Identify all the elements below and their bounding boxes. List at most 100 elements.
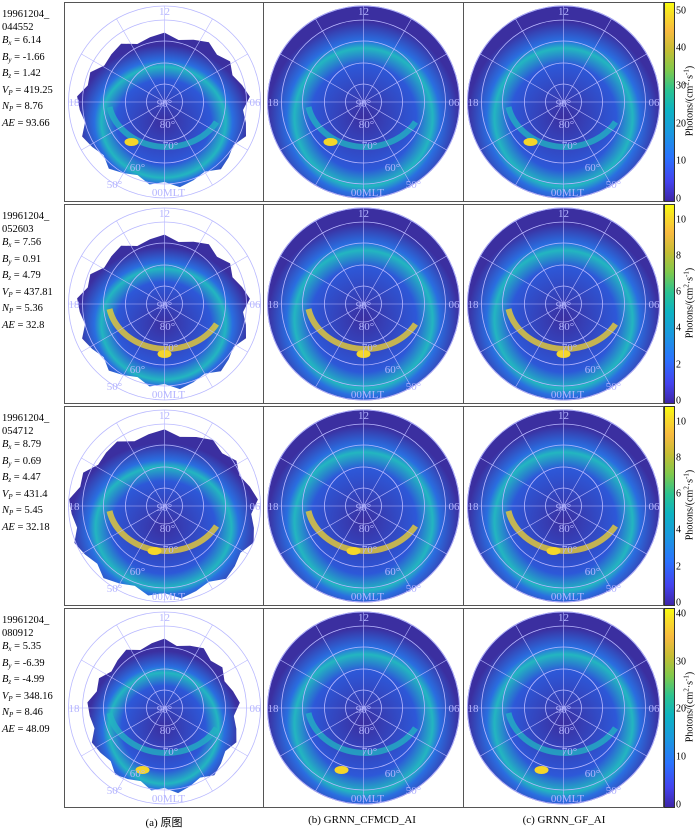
polar-label-lat60: 60° <box>385 364 400 376</box>
mlt-spoke <box>363 303 412 388</box>
mlt-spoke <box>280 659 364 709</box>
colorbar-tick-label: 4 <box>676 322 681 334</box>
polar-label-right: 06 <box>250 97 262 109</box>
param-bx: Bx = 6.14 <box>2 35 42 47</box>
mlt-spoke <box>164 659 248 709</box>
colorbar-tick-label: 6 <box>676 286 681 298</box>
mlt-spoke <box>563 659 647 709</box>
polar-label-right: 06 <box>449 703 461 715</box>
mlt-spoke <box>515 18 564 103</box>
polar-label-lat80: 80° <box>160 119 175 131</box>
mlt-spoke <box>363 707 447 757</box>
polar-label-lat90: 90° <box>356 98 371 110</box>
panel-grnn-gf: 12 18 06 00MLT 90° 80° 70° 60° 50° <box>463 608 664 808</box>
polar-label-bottom: 00MLT <box>351 793 384 805</box>
mlt-spoke <box>480 101 564 151</box>
polar-label-left: 18 <box>268 97 280 109</box>
colorbar <box>664 204 675 404</box>
param-by: By = -6.39 <box>2 657 45 670</box>
polar-label-lat70: 70° <box>362 342 377 354</box>
polar-label-lat90: 90° <box>157 300 172 312</box>
event-id: 19961204_ 044552 <box>2 9 50 33</box>
polar-label-bottom: 00MLT <box>152 187 185 199</box>
mlt-spoke <box>563 303 647 353</box>
param-bx: Bx = 7.56 <box>2 237 42 249</box>
mlt-spoke <box>363 101 412 186</box>
mlt-spoke <box>515 101 564 186</box>
polar-label-bottom: 00MLT <box>152 389 185 401</box>
polar-label-top: 12 <box>558 612 569 624</box>
polar-label-lat60: 60° <box>585 566 600 578</box>
polar-label-top: 12 <box>358 208 369 220</box>
param-by: By = 0.69 <box>2 455 42 468</box>
auroral-oval <box>106 106 219 150</box>
polar-label-left: 18 <box>468 703 480 715</box>
mlt-spoke <box>280 101 364 151</box>
mlt-spoke <box>164 255 248 305</box>
mlt-spoke <box>315 422 364 507</box>
param-vp: VP = 348.16 <box>2 690 53 703</box>
colorbar-tick-label: 2 <box>676 359 681 371</box>
emission-peak <box>534 766 549 774</box>
mlt-spoke <box>563 101 612 186</box>
polar-label-top: 12 <box>558 208 569 220</box>
mlt-spoke <box>363 255 447 305</box>
polar-label-lat70: 70° <box>163 342 178 354</box>
mlt-spoke <box>563 505 612 590</box>
polar-label-lat50: 50° <box>406 179 421 191</box>
polar-label-right: 06 <box>649 501 661 513</box>
polar-label-right: 06 <box>250 299 262 311</box>
aurora-image <box>77 234 250 390</box>
mlt-spoke <box>164 53 248 103</box>
colorbar-tick-label: 50 <box>676 5 686 17</box>
colorbar-tick-label: 20 <box>676 703 686 715</box>
event-parameters: 19961204_ 044552 Bx = 6.14 By = -1.66 Bz = 1… <box>2 8 62 132</box>
polar-label-lat50: 50° <box>107 381 122 393</box>
mlt-spoke <box>280 255 364 305</box>
polar-label-lat60: 60° <box>585 162 600 174</box>
param-bx: Bx = 5.35 <box>2 641 42 653</box>
param-bz: Bz = 1.42 <box>2 68 41 81</box>
mlt-spoke <box>363 303 447 353</box>
polar-label-top: 12 <box>558 6 569 18</box>
colorbar-unit-label: Photons/(cm2·s-1) <box>682 469 696 541</box>
mlt-spoke <box>363 457 447 507</box>
mlt-spoke <box>363 707 412 792</box>
polar-label-left: 18 <box>268 299 280 311</box>
event-id: 19961204_ 080912 <box>2 615 50 639</box>
param-vp: VP = 431.4 <box>2 488 48 501</box>
panel-grnn-cfmcd: 12 18 06 00MLT 90° 80° 70° 60° 50° <box>263 406 464 606</box>
param-np: NP = 5.36 <box>2 303 43 316</box>
polar-label-lat60: 60° <box>130 162 145 174</box>
mlt-spoke <box>563 303 612 388</box>
polar-label-lat50: 50° <box>406 583 421 595</box>
mlt-spoke <box>164 303 248 353</box>
event-id: 19961204_ 054712 <box>2 413 50 437</box>
polar-label-left: 18 <box>468 501 480 513</box>
polar-label-lat80: 80° <box>359 119 374 131</box>
polar-label-lat60: 60° <box>385 566 400 578</box>
polar-label-lat90: 90° <box>356 300 371 312</box>
colorbar-ticks: 10 8 6 4 2 0 <box>676 406 692 608</box>
polar-label-top: 12 <box>358 6 369 18</box>
polar-label-lat80: 80° <box>160 523 175 535</box>
mlt-spoke <box>363 505 412 590</box>
panel-grnn-cfmcd: 12 18 06 00MLT 90° 80° 70° 60° 50° <box>263 204 464 404</box>
param-np: NP = 8.46 <box>2 707 43 720</box>
polar-label-lat80: 80° <box>359 523 374 535</box>
colorbar-ticks: 10 8 6 4 2 0 <box>676 204 692 406</box>
mlt-spoke <box>480 659 564 709</box>
event-parameters: 19961204_ 052603 Bx = 7.56 By = 0.91 Bz = 4.… <box>2 210 62 334</box>
param-np: NP = 5.45 <box>2 505 43 518</box>
polar-label-lat90: 90° <box>157 502 172 514</box>
emission-peak <box>323 138 338 146</box>
mlt-spoke <box>563 53 647 103</box>
colorbar-tick-label: 8 <box>676 250 681 262</box>
polar-label-lat80: 80° <box>559 523 574 535</box>
mlt-spoke <box>164 707 248 757</box>
mlt-spoke <box>480 707 564 757</box>
polar-label-lat80: 80° <box>359 725 374 737</box>
caption-grnn-cfmcd: (b) GRNN_CFMCD_AI <box>308 814 416 826</box>
polar-label-lat60: 60° <box>130 566 145 578</box>
colorbar-tick-label: 0 <box>676 799 681 811</box>
